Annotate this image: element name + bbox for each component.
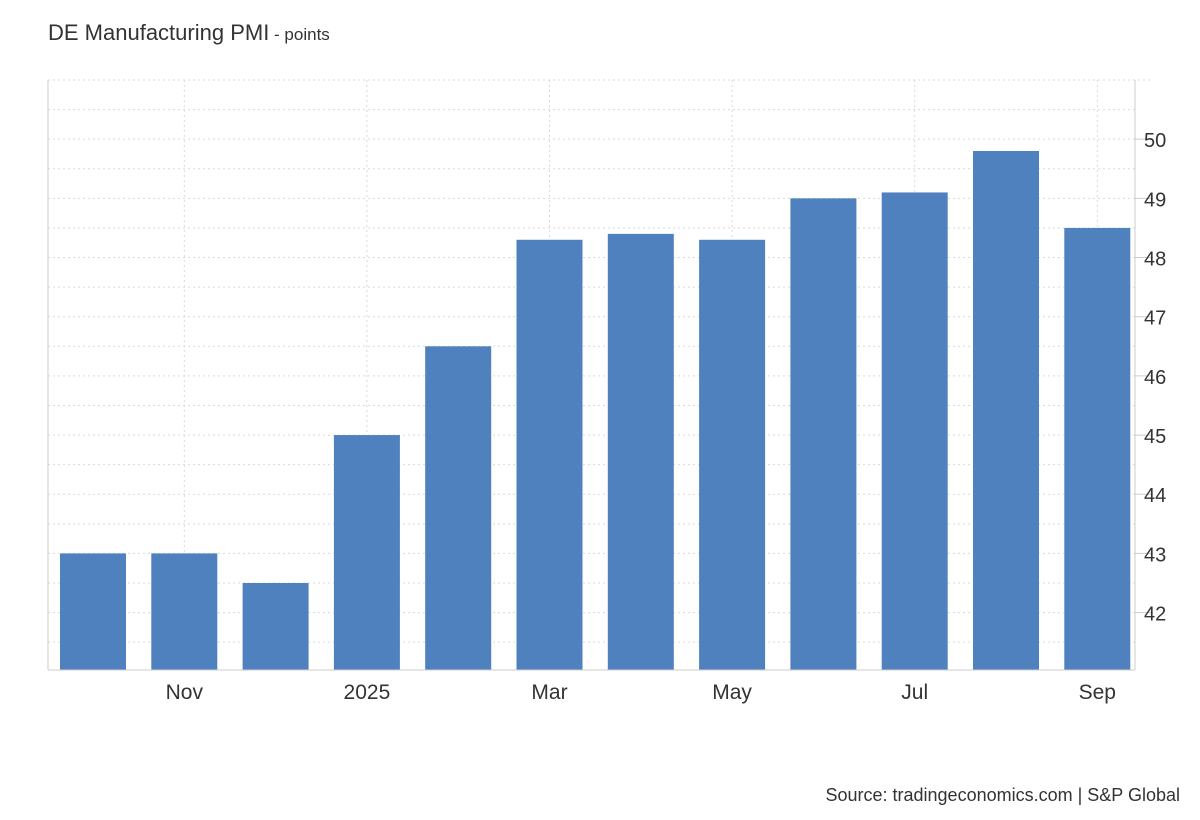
x-tick-label: Jul — [901, 681, 928, 704]
y-tick-label: 44 — [1144, 485, 1166, 507]
y-tick-label: 45 — [1144, 426, 1166, 448]
x-tick-label: Nov — [166, 681, 204, 704]
y-tick-label: 42 — [1144, 604, 1166, 626]
chart-subtitle: points — [284, 25, 330, 44]
chart-subtitle-separator: - — [269, 25, 285, 44]
y-tick-label: 46 — [1144, 367, 1166, 389]
y-tick-label: 43 — [1144, 544, 1166, 566]
y-tick-label: 49 — [1144, 189, 1166, 211]
chart-title: DE Manufacturing PMI — [48, 20, 270, 45]
bar[interactable] — [425, 346, 492, 670]
x-tick-label: 2025 — [344, 681, 391, 704]
bar[interactable] — [242, 583, 309, 670]
bar[interactable] — [60, 553, 126, 670]
bar[interactable] — [151, 553, 218, 670]
bar-layer — [60, 151, 1131, 671]
bar[interactable] — [881, 192, 948, 670]
axis-layer — [47, 80, 1153, 671]
bar[interactable] — [607, 233, 674, 671]
bar[interactable] — [699, 239, 766, 670]
x-tick-label: Sep — [1079, 681, 1116, 704]
x-tick-label: May — [712, 681, 752, 704]
y-tick-label: 50 — [1144, 130, 1166, 152]
source-attribution: Source: tradingeconomics.com | S&P Globa… — [825, 785, 1180, 805]
y-tick-label: 47 — [1144, 308, 1166, 330]
x-tick-labels: Nov 2025 Mar May Jul Sep — [166, 681, 1116, 704]
bar[interactable] — [333, 435, 400, 670]
chart-header: DE Manufacturing PMI - points — [48, 20, 330, 46]
y-tick-label: 48 — [1144, 249, 1166, 271]
bar[interactable] — [973, 151, 1039, 670]
bar[interactable] — [790, 198, 857, 670]
x-tick-label: Mar — [531, 681, 567, 704]
y-tick-labels: 42 43 44 45 46 47 48 49 50 — [1144, 130, 1166, 625]
bar[interactable] — [516, 239, 583, 670]
bar[interactable] — [1064, 227, 1131, 670]
